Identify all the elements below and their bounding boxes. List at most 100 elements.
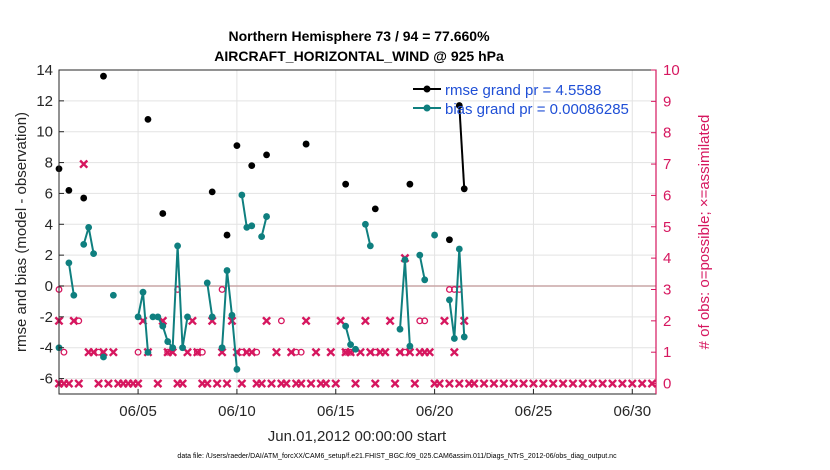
obs-assimilated-marker	[627, 379, 637, 388]
obs-assimilated-marker	[617, 379, 627, 388]
bias-point	[258, 233, 266, 241]
y-tick-label-right: 5	[663, 219, 671, 236]
obs-assimilated-marker	[568, 379, 578, 388]
obs-assimilated-marker	[326, 347, 336, 357]
obs-assimilated-marker	[444, 379, 454, 388]
y-tick-label-right: 9	[663, 93, 671, 110]
bias-point	[352, 345, 359, 353]
obs-assimilated-marker	[440, 316, 449, 326]
y-tick-label-right: 1	[663, 344, 671, 361]
obs-assimilated-marker	[202, 379, 212, 388]
obs-assimilated-marker	[178, 379, 187, 388]
rmse-point	[65, 186, 73, 194]
rmse-point	[371, 205, 379, 213]
bias-point	[238, 191, 246, 199]
obs-assimilated-marker	[89, 347, 99, 357]
bias-point	[401, 256, 409, 264]
obs-possible-marker	[134, 348, 142, 356]
bias-point	[179, 344, 186, 352]
obs-assimilated-marker	[351, 379, 360, 388]
obs-possible-marker	[342, 348, 350, 356]
bias-point	[203, 279, 211, 287]
x-axis-label: Jun.01,2012 00:00:00 start	[268, 428, 447, 445]
rmse-point	[406, 180, 414, 188]
y-tick-label-right: 3	[663, 281, 671, 298]
obs-possible-marker	[277, 317, 285, 325]
bias-line	[260, 216, 268, 237]
rmse-point	[208, 188, 216, 196]
bias-point	[149, 313, 157, 321]
x-tick-label: 06/05	[119, 403, 157, 420]
obs-possible-marker	[401, 348, 409, 356]
rmse-point	[302, 140, 310, 148]
obs-assimilated-marker	[395, 347, 405, 357]
bias-point	[65, 259, 73, 267]
bias-point	[233, 365, 241, 373]
y-tick-label: 4	[45, 216, 53, 233]
obs-assimilated-marker	[479, 379, 489, 388]
legend-marker-bias	[423, 104, 431, 112]
bias-point	[460, 333, 468, 341]
bias-line	[364, 224, 372, 247]
rmse-point	[248, 162, 256, 170]
obs-assimilated-marker	[301, 316, 311, 326]
bias-point	[263, 213, 270, 220]
chart-subtitle: AIRCRAFT_HORIZONTAL_WIND @ 925 hPa	[214, 48, 504, 64]
bias-point	[139, 288, 147, 296]
bias-series	[55, 140, 468, 373]
obs-assimilated-marker	[435, 379, 444, 388]
bias-line	[221, 270, 238, 370]
rmse-point	[144, 115, 152, 123]
obs-assimilated-marker	[410, 379, 420, 388]
y-tick-label: 14	[36, 62, 53, 79]
obs-assimilated-marker	[469, 379, 479, 388]
obs-assimilated-marker	[311, 347, 321, 357]
y-tick-label-right: 2	[663, 313, 671, 330]
bias-point	[342, 322, 350, 330]
bias-point	[109, 291, 117, 299]
obs-possible-marker	[164, 348, 172, 356]
y-tick-label: -4	[40, 340, 53, 357]
bias-point	[416, 251, 424, 259]
obs-possible-marker	[75, 317, 83, 325]
y-tick-label-right: 10	[663, 62, 680, 79]
bias-point	[362, 220, 369, 228]
x-tick-label: 06/25	[515, 403, 553, 420]
y-tick-label-right: 0	[663, 376, 671, 393]
obs-possible-marker	[445, 286, 453, 293]
y-tick-label-right: 8	[663, 125, 671, 142]
y-axis-label: rmse and bias (model - observation)	[13, 112, 30, 352]
obs-assimilated-marker	[519, 379, 529, 388]
obs-assimilated-marker	[385, 316, 395, 326]
obs-assimilated-marker	[103, 379, 113, 388]
obs-assimilated-marker	[94, 379, 103, 388]
bias-point	[134, 313, 142, 321]
obs-assimilated-marker	[336, 316, 346, 326]
y-tick-label: 8	[45, 155, 53, 172]
bias-point	[169, 344, 177, 352]
rmse-point	[100, 72, 107, 80]
x-tick-label: 06/20	[416, 403, 454, 420]
obs-assimilated-marker	[296, 379, 306, 388]
obs-possible-marker	[198, 348, 206, 356]
obs-assimilated-marker	[133, 379, 143, 388]
obs-assimilated-marker	[212, 379, 222, 388]
bias-point	[208, 313, 216, 321]
obs-assimilated-marker	[360, 316, 370, 326]
bias-point	[248, 222, 256, 230]
bias-point	[366, 242, 374, 250]
legend: rmse grand pr = 4.5588 bias grand pr = 0…	[413, 82, 629, 118]
obs-assimilated-marker	[64, 379, 74, 388]
bias-point	[446, 296, 453, 304]
bias-point	[85, 223, 93, 231]
footer-data-file: data file: /Users/raeder/DAI/ATM_forcXX/…	[177, 453, 617, 460]
bias-point	[164, 338, 172, 345]
bias-point	[144, 348, 152, 356]
obs-assimilated-marker	[69, 316, 79, 326]
obs-assimilated-marker	[257, 379, 267, 388]
obs-assimilated-marker	[321, 379, 331, 388]
bias-point	[70, 291, 78, 299]
bias-point	[406, 342, 414, 350]
axes: 06/05 06/10 06/15 06/20 06/25 06/30 -6 -4 -2 0 2 4 6…	[36, 62, 679, 420]
rmse-point	[460, 185, 468, 193]
